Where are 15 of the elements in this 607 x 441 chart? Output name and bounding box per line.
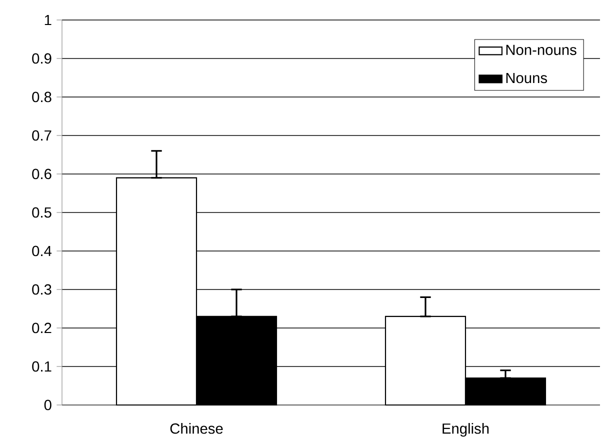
legend-label: Nouns — [506, 72, 548, 84]
y-tick-label: 0.5 — [32, 207, 52, 218]
y-tick-label: 1 — [44, 14, 52, 25]
y-tick-label: 0.6 — [32, 168, 52, 180]
y-tick-label: 0.4 — [32, 246, 52, 256]
x-tick-label: English — [442, 422, 489, 437]
x-tick-label: Chinese — [170, 422, 223, 434]
y-tick-label: 0.7 — [32, 130, 52, 141]
y-tick-label: 0.2 — [32, 322, 52, 334]
y-tick-label: 0.1 — [32, 361, 52, 372]
y-tick-label: 0.3 — [32, 284, 52, 295]
y-tick-label: 0.8 — [32, 92, 52, 102]
y-tick-label: 0.9 — [32, 53, 52, 64]
y-tick-label: 0 — [44, 400, 52, 410]
legend-label: Non-nouns — [506, 44, 576, 56]
